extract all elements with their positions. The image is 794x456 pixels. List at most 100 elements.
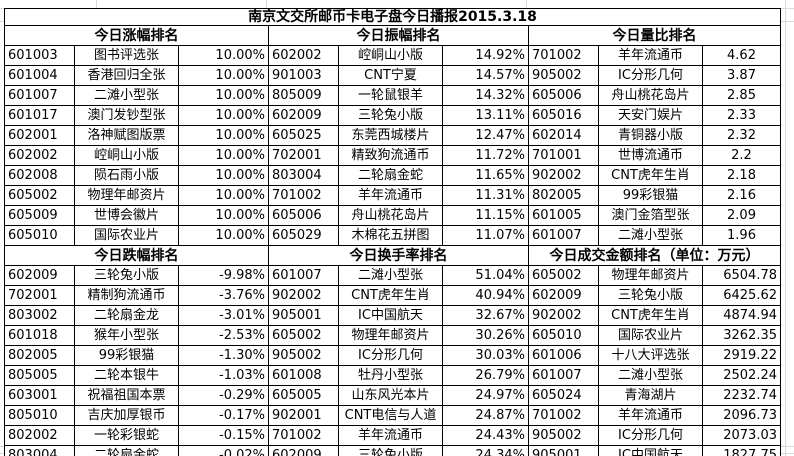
rise-value-cell[interactable]: 10.00% [178,165,269,186]
amount-value-cell[interactable]: 6504.78 [702,265,781,286]
amplitude-value-cell[interactable]: 13.11% [442,105,529,126]
turnover-value-cell[interactable]: 24.43% [442,425,529,446]
volume-ratio-name-cell[interactable]: 澳门金箔型张 [598,205,703,226]
amount-name-cell[interactable]: 十八大评选张 [598,345,703,366]
amplitude-value-cell[interactable]: 11.15% [442,205,529,226]
amplitude-code-cell[interactable]: 602009 [268,105,339,126]
rise-value-cell[interactable]: 10.00% [178,185,269,206]
turnover-code-cell[interactable]: 905001 [268,305,339,326]
amount-name-cell[interactable]: 二滩小型张 [598,365,703,386]
rise-code-cell[interactable]: 605009 [4,205,75,226]
rise-name-cell[interactable]: 香港回归全张 [74,65,179,86]
amplitude-value-cell[interactable]: 11.72% [442,145,529,166]
amount-name-cell[interactable]: 三轮兔小版 [598,285,703,306]
fall-name-cell[interactable]: 吉庆加厚银币 [74,405,179,426]
volume-ratio-code-cell[interactable]: 802005 [528,185,599,206]
turnover-name-cell[interactable]: CNT电信与人道 [338,405,443,426]
turnover-code-cell[interactable]: 601008 [268,365,339,386]
fall-value-cell[interactable]: -3.01% [178,305,269,326]
amplitude-code-cell[interactable]: 702001 [268,145,339,166]
amount-name-cell[interactable]: 物理年邮资片 [598,265,703,286]
turnover-name-cell[interactable]: 牡丹小型张 [338,365,443,386]
turnover-name-cell[interactable]: IC分形几何 [338,345,443,366]
turnover-code-cell[interactable]: 602009 [268,445,339,456]
amount-code-cell[interactable]: 605002 [528,265,599,286]
amount-code-cell[interactable]: 905002 [528,425,599,446]
volume-ratio-code-cell[interactable]: 601005 [528,205,599,226]
rise-value-cell[interactable]: 10.00% [178,145,269,166]
fall-code-cell[interactable]: 603001 [4,385,75,406]
turnover-name-cell[interactable]: 二滩小型张 [338,265,443,286]
amount-name-cell[interactable]: 青海湖片 [598,385,703,406]
turnover-name-cell[interactable]: 羊年流通币 [338,425,443,446]
rise-name-cell[interactable]: 物理年邮资片 [74,185,179,206]
amplitude-code-cell[interactable]: 805009 [268,85,339,106]
rise-name-cell[interactable]: 陨石雨小版 [74,165,179,186]
rise-value-cell[interactable]: 10.00% [178,205,269,226]
volume-ratio-name-cell[interactable]: 二滩小型张 [598,225,703,246]
amplitude-code-cell[interactable]: 701002 [268,185,339,206]
volume-ratio-name-cell[interactable]: 世博流通币 [598,145,703,166]
rise-value-cell[interactable]: 10.00% [178,65,269,86]
rise-code-cell[interactable]: 602008 [4,165,75,186]
fall-ranking-header[interactable]: 今日跌幅排名 [4,245,269,266]
fall-code-cell[interactable]: 802005 [4,345,75,366]
amount-value-cell[interactable]: 6425.62 [702,285,781,306]
amount-name-cell[interactable]: 羊年流通币 [598,405,703,426]
volume-ratio-code-cell[interactable]: 605016 [528,105,599,126]
rise-name-cell[interactable]: 崆峒山小版 [74,145,179,166]
amplitude-code-cell[interactable]: 602002 [268,45,339,66]
fall-value-cell[interactable]: -9.98% [178,265,269,286]
amount-code-cell[interactable]: 602009 [528,285,599,306]
fall-value-cell[interactable]: -2.53% [178,325,269,346]
amplitude-code-cell[interactable]: 803004 [268,165,339,186]
amplitude-value-cell[interactable]: 14.92% [442,45,529,66]
amount-code-cell[interactable]: 601006 [528,345,599,366]
volume-ratio-value-cell[interactable]: 2.33 [702,105,781,126]
volume-ratio-name-cell[interactable]: 舟山桃花岛片 [598,85,703,106]
amount-value-cell[interactable]: 3262.35 [702,325,781,346]
volume-ratio-value-cell[interactable]: 2.2 [702,145,781,166]
turnover-value-cell[interactable]: 32.67% [442,305,529,326]
amplitude-name-cell[interactable]: 二轮扇金蛇 [338,165,443,186]
amount-code-cell[interactable]: 605010 [528,325,599,346]
fall-value-cell[interactable]: -1.03% [178,365,269,386]
fall-code-cell[interactable]: 805005 [4,365,75,386]
amplitude-code-cell[interactable]: 605029 [268,225,339,246]
amount-value-cell[interactable]: 2232.74 [702,385,781,406]
amount-code-cell[interactable]: 701002 [528,405,599,426]
amplitude-name-cell[interactable]: 一轮鼠银羊 [338,85,443,106]
volume-ratio-name-cell[interactable]: 天安门娱片 [598,105,703,126]
fall-name-cell[interactable]: 一轮彩银蛇 [74,425,179,446]
fall-value-cell[interactable]: -1.30% [178,345,269,366]
rise-value-cell[interactable]: 10.00% [178,105,269,126]
volume-ratio-value-cell[interactable]: 2.09 [702,205,781,226]
turnover-value-cell[interactable]: 40.94% [442,285,529,306]
volume-ratio-code-cell[interactable]: 701002 [528,45,599,66]
amplitude-code-cell[interactable]: 605025 [268,125,339,146]
amplitude-name-cell[interactable]: 羊年流通币 [338,185,443,206]
fall-name-cell[interactable]: 99彩银猫 [74,345,179,366]
rise-code-cell[interactable]: 601004 [4,65,75,86]
turnover-value-cell[interactable]: 30.03% [442,345,529,366]
amplitude-code-cell[interactable]: 901003 [268,65,339,86]
turnover-value-cell[interactable]: 26.79% [442,365,529,386]
rise-name-cell[interactable]: 国际农业片 [74,225,179,246]
amplitude-name-cell[interactable]: 木棉花五拼图 [338,225,443,246]
amplitude-name-cell[interactable]: 精致狗流通币 [338,145,443,166]
amount-name-cell[interactable]: IC中国航天 [598,445,703,456]
turnover-name-cell[interactable]: IC中国航天 [338,305,443,326]
fall-code-cell[interactable]: 702001 [4,285,75,306]
turnover-code-cell[interactable]: 601007 [268,265,339,286]
rise-name-cell[interactable]: 洛神赋图版票 [74,125,179,146]
turnover-ranking-header[interactable]: 今日换手率排名 [268,245,529,266]
turnover-name-cell[interactable]: 物理年邮资片 [338,325,443,346]
fall-name-cell[interactable]: 精制狗流通币 [74,285,179,306]
fall-code-cell[interactable]: 802002 [4,425,75,446]
volume-ratio-value-cell[interactable]: 4.62 [702,45,781,66]
turnover-name-cell[interactable]: 山东风光本片 [338,385,443,406]
amount-code-cell[interactable]: 601007 [528,365,599,386]
amplitude-name-cell[interactable]: 舟山桃花岛片 [338,205,443,226]
turnover-value-cell[interactable]: 51.04% [442,265,529,286]
fall-name-cell[interactable]: 二轮本银牛 [74,365,179,386]
